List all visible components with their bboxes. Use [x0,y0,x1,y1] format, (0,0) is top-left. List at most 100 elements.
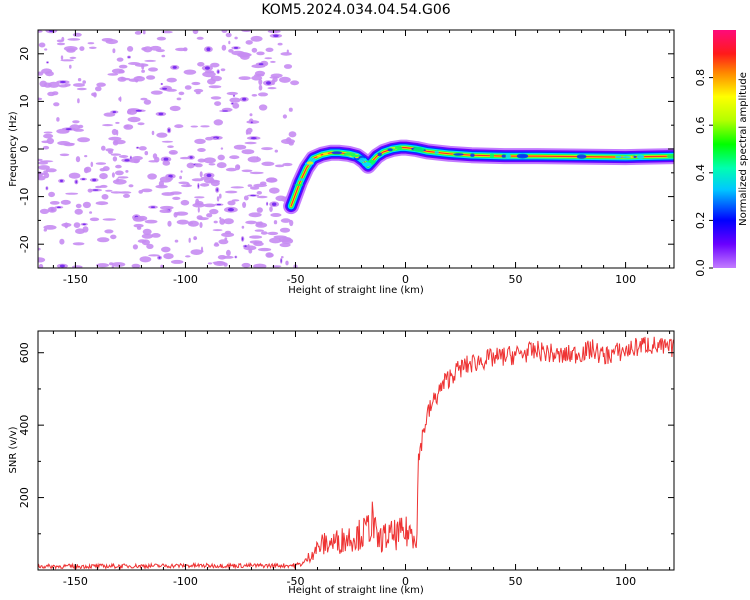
noise-speck [152,153,158,159]
noise-speck [210,96,222,100]
noise-speck [38,247,41,251]
noise-speck-core [168,128,170,133]
noise-speck-core [231,102,234,105]
noise-speck [115,121,120,124]
noise-speck-core [197,184,199,188]
noise-speck [208,85,222,89]
noise-speck [241,225,245,229]
noise-speck [38,257,46,263]
noise-speck [207,262,213,265]
noise-speck [225,190,238,194]
noise-speck [176,219,189,225]
colorbar-tick-label: 0.8 [694,69,707,87]
noise-speck [279,227,291,233]
noise-speck [193,237,198,240]
noise-speck-core [233,94,235,97]
noise-speck [269,237,282,244]
noise-speck [148,254,160,257]
noise-speck [283,64,293,69]
noise-speck [165,88,177,92]
noise-speck-core [266,202,268,206]
noise-speck [146,243,154,249]
noise-speck-core [266,81,271,85]
noise-speck [44,172,50,179]
noise-speck [267,231,279,236]
noise-speck [272,77,278,83]
noise-speck [42,145,50,150]
noise-speck [270,60,276,63]
noise-speck [221,44,227,51]
noise-speck [167,145,174,148]
noise-speck [111,265,115,268]
noise-speck [69,64,72,69]
noise-speck [117,176,129,179]
noise-speck [253,183,268,188]
noise-speck [160,264,164,268]
noise-speck [176,97,182,101]
noise-speck [107,73,119,76]
noise-speck [101,194,109,200]
noise-speck [226,249,231,256]
noise-speck [180,199,190,206]
trace-mottle [413,147,425,152]
noise-speck [131,263,141,268]
noise-speck [260,231,268,235]
noise-speck [216,196,220,202]
noise-speck [270,213,282,217]
noise-speck [226,91,238,96]
noise-speck [147,173,157,180]
noise-speck-core [136,147,139,149]
noise-speck [270,73,283,78]
snr-x-tick-label: 50 [509,575,523,588]
noise-speck [102,124,114,127]
noise-speck [289,219,294,227]
noise-speck [166,77,177,83]
noise-speck [174,239,179,243]
noise-speck [183,47,188,52]
noise-speck [115,170,124,176]
noise-speck [148,67,158,72]
noise-speck [242,201,247,208]
noise-speck [254,229,264,232]
noise-speck [96,82,106,87]
noise-speck [247,244,250,250]
snr-y-label: SNR (v/v) [8,426,19,473]
snr-x-tick-label: -150 [63,575,88,588]
noise-speck-core [161,83,163,85]
noise-speck [38,71,44,76]
noise-speck [241,169,253,173]
snr-y-ticks: 200 400 600 [18,342,674,535]
noise-speck [142,30,146,35]
noise-speck [156,132,168,138]
noise-speck-core [222,110,228,112]
snr-x-tick-label: -50 [286,575,304,588]
noise-speck [225,167,237,172]
noise-speck [210,62,220,68]
noise-speck-core [59,264,65,268]
trace-mottle [377,152,382,157]
noise-speck [225,32,232,38]
noise-speck [134,31,142,35]
snr-y-tick-label: 400 [18,415,31,436]
noise-speck [43,133,54,139]
noise-speck [167,220,172,227]
noise-speck [119,96,122,102]
noise-speck [218,239,229,245]
noise-speck-core [216,188,219,192]
noise-speck [66,130,70,133]
noise-speck [38,264,44,268]
noise-speck [161,140,174,143]
noise-speck-core [250,137,257,140]
noise-speck [76,87,87,91]
noise-speck-core [158,112,164,116]
spectrogram-y-label: Frequency (Hz) [8,111,19,187]
trace-mottle [470,153,475,157]
noise-speck [151,233,161,238]
noise-speck [110,234,117,240]
noise-speck [208,163,216,166]
snr-x-label: Height of straight line (km) [288,585,424,596]
noise-speck [279,76,291,83]
noise-speck [113,139,126,145]
noise-speck [195,91,201,95]
noise-speck [235,164,241,171]
